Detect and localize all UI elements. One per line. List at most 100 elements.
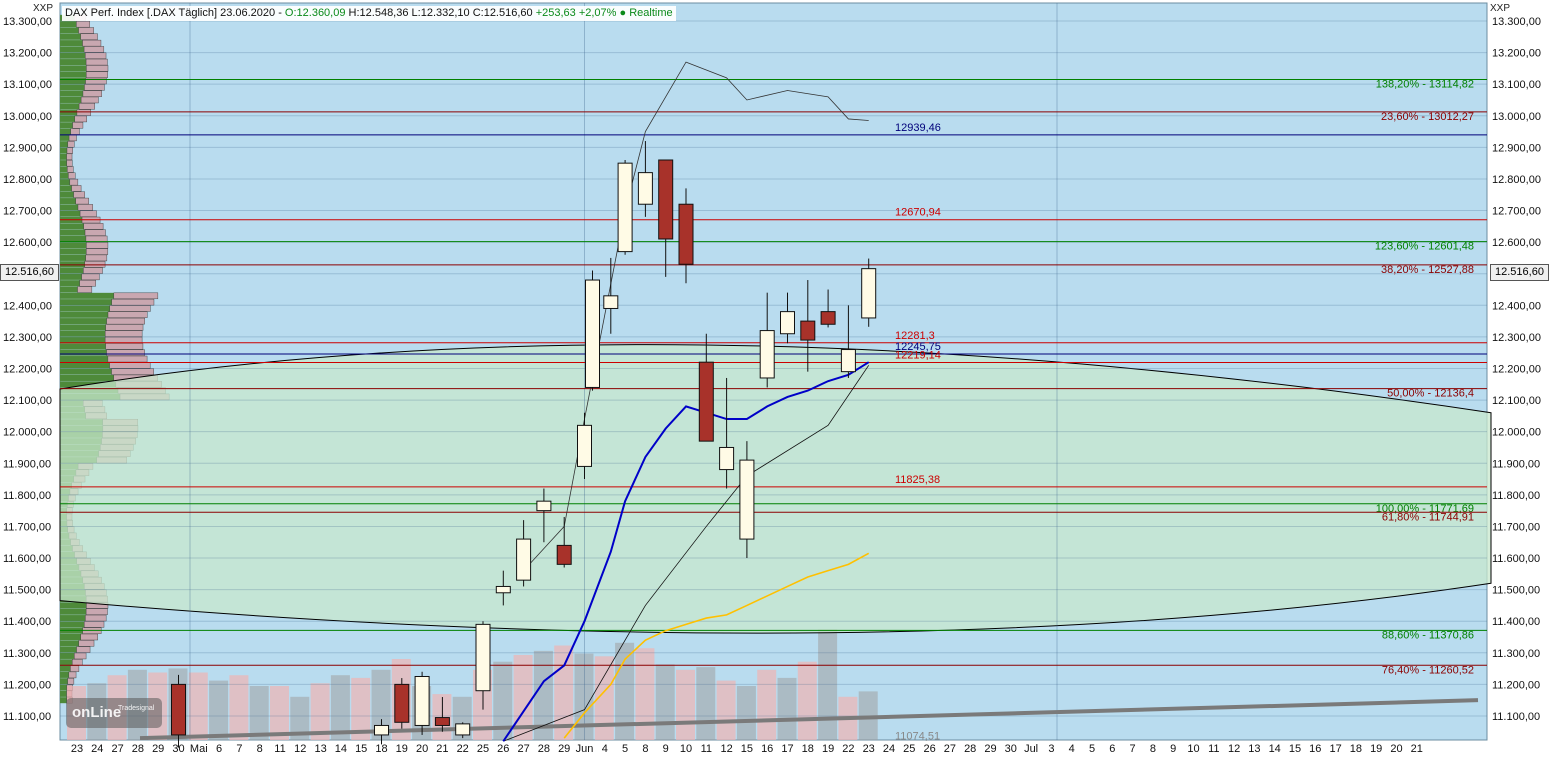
profile-bar-green [60,305,110,312]
x-tick-label: 20 [416,743,428,755]
volume-bar [209,680,229,740]
profile-bar-green [60,640,79,647]
x-tick-label: 18 [1350,743,1362,755]
profile-bar-green [60,665,71,672]
profile-bar-green [60,374,114,381]
change-value: +253,63 +2,07% [535,7,617,19]
profile-bar-green [60,198,76,205]
volume-bar [736,686,756,740]
candle-body-up [495,585,511,594]
ma-fast-line [502,361,870,742]
x-tick-label: 30 [172,743,184,755]
level-label: 12219,14 [895,349,941,361]
profile-bar-rose [78,640,95,647]
axes: 11.100,00 11.100,00 11.200,00 11.200,00 11.3… [3,16,1541,755]
y-tick-label-right: 13.100,00 [1492,79,1541,91]
profile-bar-rose [86,248,109,255]
profile-bar-green [60,59,87,66]
y-tick-label-left: 13.200,00 [3,48,52,60]
profile-bar-green [60,128,71,135]
x-tick-label: 9 [1170,743,1176,755]
profile-bar-green [60,185,72,192]
candle-body-up [780,311,795,335]
x-tick-label: 4 [602,743,608,755]
profile-bar-rose [82,39,102,47]
x-tick-label: 25 [903,743,915,755]
y-tick-label-right: 11.700,00 [1492,521,1540,533]
profile-bar-green [60,602,87,609]
profile-bar-green [60,615,86,622]
profile-bar-rose [111,298,155,306]
x-tick-label: 26 [923,743,935,755]
profile-bar-rose [84,229,106,236]
realtime-indicator: ● Realtime [616,7,673,19]
profile-bar-rose [105,343,144,350]
profile-bar-green [60,33,81,40]
x-tick-label: 26 [497,743,509,755]
profile-bar-rose [104,330,143,337]
profile-bar-rose [76,20,90,28]
level-label: 12939,46 [895,122,941,134]
candle-body-down [698,361,714,442]
left-axis-title: XXP [33,3,54,14]
profile-bar-green [60,153,67,160]
candle-body-down [658,159,674,240]
y-tick-label-left: 13.000,00 [3,111,52,123]
profile-bar-green [60,223,84,230]
profile-bar-rose [75,197,89,205]
level-label: 50,00% - 12136,4 [1387,388,1474,400]
volume-bar [493,661,513,740]
x-tick-label: 13 [1248,743,1260,755]
profile-bar-green [60,191,74,198]
x-tick-label: 19 [396,743,408,755]
x-tick-label: 28 [538,743,550,755]
x-tick-label: Mai [190,743,208,755]
right-axis-title: XXP [1490,3,1511,14]
profile-bar-rose [69,178,79,186]
candle-body-up [516,538,532,581]
profile-bar-green [60,368,112,375]
y-tick-label-right: 11.300,00 [1492,648,1540,660]
x-tick-label: 28 [132,743,144,755]
y-tick-label-right: 11.400,00 [1492,616,1540,628]
volume-bar [351,677,371,740]
profile-bar-green [60,337,106,344]
profile-bar-green [60,122,73,129]
profile-bar-rose [80,633,98,641]
profile-bar-rose [77,204,93,211]
profile-bar-rose [111,368,154,375]
x-tick-label: 12 [294,743,306,755]
profile-bar-rose [84,621,105,628]
trend-line [139,698,1479,741]
y-tick-label-right: 12.400,00 [1492,300,1541,312]
profile-bar-green [60,267,84,274]
candle-body-down [556,544,572,565]
ma-slow-line [563,552,870,739]
x-tick-label: Jun [576,743,594,755]
x-tick-label: 6 [216,743,222,755]
candle-body-down [678,203,694,265]
profile-bar-rose [83,223,104,230]
level-label: 100,00% - 11771,69 [1376,503,1474,515]
profile-bar-rose [85,58,108,66]
candle-body-up [603,295,619,309]
x-tick-label: 24 [91,743,103,755]
x-tick-label: 3 [1048,743,1054,755]
profile-bar-green [60,21,77,28]
volume-bar [310,683,330,740]
profile-bar-rose [84,84,105,91]
x-tick-label: 5 [622,743,628,755]
current-price-tag-left: 12.516,60 [0,264,59,281]
volume-bar [533,650,553,740]
profile-bar-green [60,235,86,242]
x-tick-label: 21 [436,743,448,755]
profile-bar-green [60,690,67,697]
level-label: 11825,38 [895,474,940,486]
profile-bar-rose [85,614,107,622]
candle-body-down [820,311,836,325]
candles [171,141,877,748]
y-tick-label-left: 12.400,00 [3,300,52,312]
x-tick-label: 22 [457,743,469,755]
profile-bar-green [60,330,106,337]
x-tick-label: 9 [663,743,669,755]
